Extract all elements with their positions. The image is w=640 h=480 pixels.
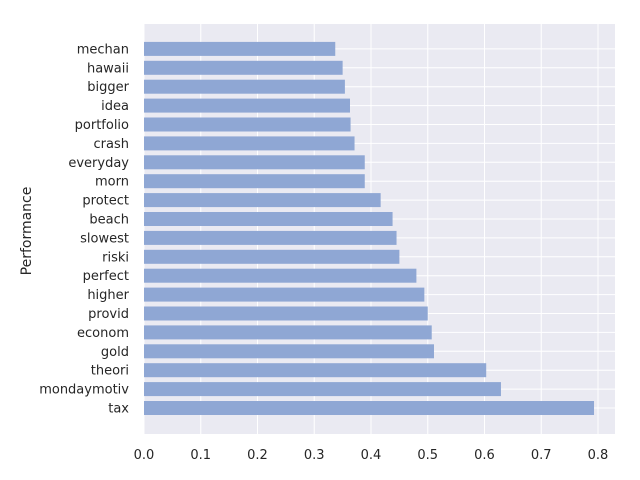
bar-econom (144, 325, 432, 340)
x-tick-labels: 0.0 0.1 0.2 0.3 0.4 0.5 0.6 0.7 0.8 (134, 448, 609, 463)
y-tick-label: everyday (68, 156, 129, 171)
bar-provid (144, 306, 428, 321)
y-tick-label: portfolio (75, 118, 129, 133)
bar-mondaymotiv (144, 382, 501, 397)
bar-theori (144, 363, 487, 378)
x-tick-label: 0.3 (304, 448, 325, 463)
bar-mechan (144, 41, 336, 56)
bar-crash (144, 136, 355, 151)
y-tick-label: tax (108, 402, 129, 417)
x-tick-label: 0.8 (588, 448, 609, 463)
y-tick-label: bigger (87, 80, 129, 95)
y-tick-label: theori (91, 364, 129, 379)
y-tick-label: mechan (77, 42, 129, 57)
bar-protect (144, 193, 381, 208)
y-tick-label: hawaii (87, 61, 129, 76)
x-tick-label: 0.1 (190, 448, 211, 463)
bar-higher (144, 287, 425, 302)
bar-idea (144, 98, 351, 113)
y-tick-label: crash (94, 137, 129, 152)
x-tick-label: 0.4 (361, 448, 382, 463)
y-axis-label: Performance (19, 187, 35, 276)
y-tick-label: provid (88, 307, 129, 322)
x-tick-label: 0.2 (247, 448, 268, 463)
bar-everyday (144, 155, 365, 170)
y-tick-label: protect (82, 194, 129, 209)
y-tick-label: beach (89, 213, 129, 228)
y-tick-label: idea (101, 99, 129, 114)
x-tick-label: 0.5 (417, 448, 438, 463)
x-tick-label: 0.6 (474, 448, 495, 463)
bar-morn (144, 174, 365, 189)
y-tick-label: slowest (80, 231, 129, 246)
bar-portfolio (144, 117, 351, 132)
bar-hawaii (144, 60, 343, 75)
y-tick-label: mondaymotiv (39, 383, 129, 398)
x-tick-label: 0.0 (134, 448, 155, 463)
y-tick-label: perfect (83, 269, 129, 284)
bar-slowest (144, 230, 397, 245)
bar-bigger (144, 79, 345, 94)
y-tick-label: gold (101, 345, 129, 360)
y-tick-label: econom (77, 326, 129, 341)
y-tick-label: riski (102, 250, 129, 265)
y-tick-label: morn (95, 175, 129, 190)
x-tick-label: 0.7 (531, 448, 552, 463)
bar-tax (144, 401, 595, 415)
bar-riski (144, 249, 400, 264)
y-tick-labels: tax mondaymotiv theori gold econom provid high… (39, 42, 129, 416)
y-tick-label: higher (87, 288, 129, 303)
bars (144, 41, 595, 415)
bar-gold (144, 344, 434, 359)
bar-beach (144, 212, 393, 226)
bar-perfect (144, 268, 417, 283)
